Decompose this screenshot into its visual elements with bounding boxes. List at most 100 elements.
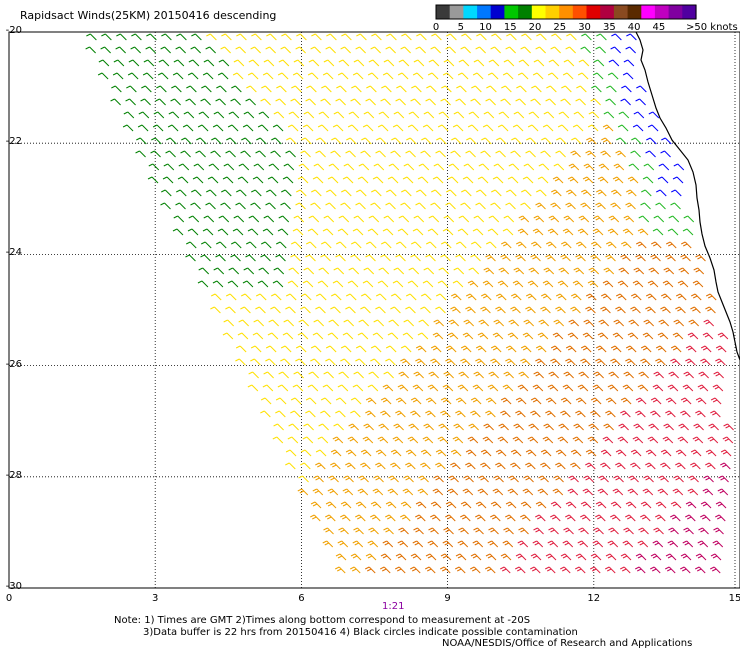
wind-barb bbox=[615, 449, 627, 457]
wind-barb bbox=[258, 267, 270, 275]
wind-barb bbox=[555, 462, 566, 470]
wind-barb bbox=[635, 397, 647, 405]
wind-barb bbox=[100, 46, 111, 54]
wind-barb bbox=[643, 163, 655, 171]
wind-barb bbox=[473, 527, 484, 535]
wind-barb bbox=[510, 449, 522, 457]
wind-barb bbox=[551, 33, 562, 41]
wind-barb bbox=[522, 332, 534, 340]
wind-barb bbox=[508, 163, 520, 171]
wind-barb bbox=[451, 137, 462, 145]
wind-barb bbox=[307, 228, 319, 236]
wind-barb bbox=[142, 72, 154, 80]
wind-barb bbox=[452, 280, 464, 288]
wind-barb bbox=[610, 202, 621, 210]
wind-barb bbox=[505, 46, 516, 54]
wind-barb bbox=[492, 332, 504, 340]
wind-barb bbox=[353, 59, 365, 67]
legend-label: 10 bbox=[479, 22, 492, 33]
wind-barb bbox=[575, 397, 587, 405]
wind-barb bbox=[225, 150, 236, 158]
wind-barb bbox=[606, 85, 617, 93]
wind-barb bbox=[113, 59, 125, 67]
wind-barb bbox=[252, 176, 264, 184]
wind-barb bbox=[637, 540, 649, 548]
wind-barb bbox=[373, 319, 385, 327]
wind-barb bbox=[281, 33, 292, 41]
wind-barb bbox=[128, 59, 140, 67]
wind-barb bbox=[278, 371, 289, 379]
wind-barb bbox=[575, 410, 586, 418]
wind-barb bbox=[567, 332, 579, 340]
wind-barb bbox=[385, 358, 396, 366]
wind-barb bbox=[443, 59, 455, 67]
wind-barb bbox=[535, 514, 546, 522]
wind-barb bbox=[550, 514, 561, 522]
wind-barb bbox=[395, 98, 406, 106]
wind-barb bbox=[143, 59, 155, 67]
wind-barb bbox=[695, 410, 706, 418]
wind-barb bbox=[535, 345, 547, 353]
wind-barb bbox=[527, 280, 539, 288]
wind-barb bbox=[305, 254, 316, 262]
wind-barb bbox=[212, 124, 224, 132]
wind-barb bbox=[500, 397, 512, 405]
wind-barb bbox=[630, 449, 642, 457]
wind-barb bbox=[310, 358, 321, 366]
legend-swatch bbox=[531, 5, 547, 19]
wind-barb bbox=[627, 332, 639, 340]
wind-barb bbox=[203, 215, 215, 223]
wind-barb bbox=[690, 306, 701, 314]
wind-barb bbox=[392, 280, 404, 288]
wind-barb bbox=[181, 137, 192, 145]
wind-barb bbox=[553, 475, 564, 483]
wind-barb bbox=[317, 280, 329, 288]
wind-barb bbox=[605, 410, 616, 418]
legend-swatch bbox=[436, 5, 451, 19]
wind-barb bbox=[622, 540, 634, 548]
wind-barb bbox=[355, 202, 366, 210]
wind-barb bbox=[398, 527, 409, 535]
wind-barb bbox=[336, 85, 347, 93]
wind-barb bbox=[427, 228, 439, 236]
wind-barb bbox=[506, 33, 517, 41]
wind-barb bbox=[637, 384, 649, 392]
wind-barb bbox=[537, 176, 549, 184]
wind-barb bbox=[662, 280, 674, 288]
wind-barb bbox=[222, 176, 234, 184]
wind-barb bbox=[510, 306, 521, 314]
wind-barb bbox=[513, 423, 524, 431]
wind-barb bbox=[602, 124, 614, 132]
wind-barb bbox=[415, 501, 427, 509]
wind-barb bbox=[508, 319, 520, 327]
wind-barb bbox=[515, 241, 527, 249]
wind-barb bbox=[380, 98, 391, 106]
wind-barb bbox=[640, 501, 652, 509]
wind-barb bbox=[278, 215, 290, 223]
wind-barb bbox=[390, 306, 401, 314]
wind-barb bbox=[568, 163, 580, 171]
note-line-3: NOAA/NESDIS/Office of Research and Appli… bbox=[442, 638, 693, 649]
wind-barb bbox=[457, 228, 469, 236]
wind-barb bbox=[387, 488, 399, 496]
wind-barb bbox=[500, 98, 511, 106]
wind-barb bbox=[375, 462, 386, 470]
wind-barb bbox=[363, 111, 375, 119]
wind-barb bbox=[647, 124, 659, 132]
wind-barb bbox=[385, 345, 397, 353]
wind-barb bbox=[656, 189, 667, 197]
wind-barb bbox=[490, 46, 501, 54]
wind-barb bbox=[558, 267, 570, 275]
wind-barb bbox=[115, 46, 126, 54]
wind-barb bbox=[575, 553, 587, 561]
wind-barb bbox=[230, 98, 241, 106]
wind-barb bbox=[440, 254, 451, 262]
wind-barb bbox=[545, 397, 557, 405]
wind-barb bbox=[532, 228, 544, 236]
wind-barb bbox=[350, 241, 362, 249]
wind-barb bbox=[395, 553, 407, 561]
wind-barb bbox=[715, 501, 727, 509]
wind-barb bbox=[333, 423, 344, 431]
wind-barb bbox=[446, 189, 457, 197]
wind-barb bbox=[273, 111, 285, 119]
